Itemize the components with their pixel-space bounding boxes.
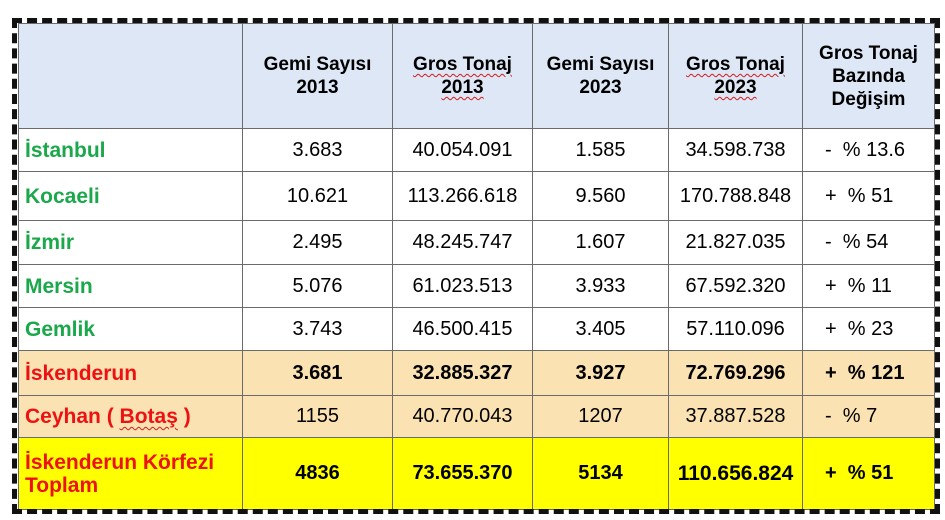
gros-2023-text: 110.656.824 xyxy=(677,461,794,485)
city-text: Ceyhan ( Botaş ) xyxy=(25,405,191,428)
header-row: Gemi Sayısı 2013 Gros Tonaj 2013 Gemi Sa… xyxy=(18,23,935,129)
gros-2013-cell: 40.770.043 xyxy=(392,395,533,438)
table-row-total: İskenderun Körfezi Toplam 4836 73.655.37… xyxy=(18,437,935,510)
table-row: Gemlik 3.743 46.500.415 3.405 57.110.096… xyxy=(18,307,935,351)
city-cell: İskenderun xyxy=(18,350,243,396)
table-frame: Gemi Sayısı 2013 Gros Tonaj 2013 Gemi Sa… xyxy=(12,18,940,514)
gros-2013-cell: 61.023.513 xyxy=(392,264,533,308)
gemi-2013-cell: 3.683 xyxy=(242,128,393,172)
gemi-2023-cell: 3.405 xyxy=(532,307,669,351)
header-gemi-2023: Gemi Sayısı 2023 xyxy=(532,23,669,129)
gemi-2013-cell: 2.495 xyxy=(242,220,393,265)
gros-2023-text: 170.788.848 xyxy=(679,184,792,207)
table-row: İstanbul 3.683 40.054.091 1.585 34.598.7… xyxy=(18,128,935,172)
city-cell: Ceyhan ( Botaş ) xyxy=(18,395,243,438)
gemi-2013-cell: 5.076 xyxy=(242,264,393,308)
header-change: Gros Tonaj Bazında Değişim xyxy=(802,23,935,129)
header-gros-2023: Gros Tonaj 2023 xyxy=(668,23,803,129)
header-gros-2023-text: Gros Tonaj 2023 xyxy=(686,54,785,98)
header-gemi-2013-text: Gemi Sayısı 2013 xyxy=(263,54,372,98)
gemi-2023-cell: 1207 xyxy=(532,395,669,438)
change-cell: + % 11 xyxy=(802,264,935,308)
gros-2013-cell: 73.655.370 xyxy=(392,437,533,510)
city-cell: Gemlik xyxy=(18,307,243,351)
gros-2013-cell: 46.500.415 xyxy=(392,307,533,351)
change-cell: + % 51 xyxy=(802,171,935,221)
header-gemi-2023-text: Gemi Sayısı 2023 xyxy=(546,54,655,98)
port-statistics-table: Gemi Sayısı 2013 Gros Tonaj 2013 Gemi Sa… xyxy=(18,23,935,510)
gros-2023-cell: 37.887.528 xyxy=(668,395,803,438)
gemi-2023-cell: 1.585 xyxy=(532,128,669,172)
change-cell: + % 121 xyxy=(802,350,935,396)
table-row: İzmir 2.495 48.245.747 1.607 21.827.035 … xyxy=(18,220,935,265)
gros-2023-cell: 57.110.096 xyxy=(668,307,803,351)
gros-2023-cell: 110.656.824 xyxy=(668,437,803,510)
gemi-2023-cell: 1.607 xyxy=(532,220,669,265)
header-gros-2013: Gros Tonaj 2013 xyxy=(392,23,533,129)
gros-2023-cell: 67.592.320 xyxy=(668,264,803,308)
gemi-2013-cell: 4836 xyxy=(242,437,393,510)
header-gemi-2013: Gemi Sayısı 2013 xyxy=(242,23,393,129)
gros-2013-cell: 48.245.747 xyxy=(392,220,533,265)
change-cell: + % 51 xyxy=(802,437,935,510)
table-row: İskenderun 3.681 32.885.327 3.927 72.769… xyxy=(18,350,935,396)
gemi-2023-cell: 3.927 xyxy=(532,350,669,396)
gemi-2023-cell: 3.933 xyxy=(532,264,669,308)
change-cell: - % 13.6 xyxy=(802,128,935,172)
city-cell: İzmir xyxy=(18,220,243,265)
city-text: İskenderun Körfezi Toplam xyxy=(25,450,215,497)
gros-2023-cell: 21.827.035 xyxy=(668,220,803,265)
city-cell: İstanbul xyxy=(18,128,243,172)
gros-2023-cell: 72.769.296 xyxy=(668,350,803,396)
gemi-2013-cell: 3.681 xyxy=(242,350,393,396)
gros-2013-cell: 113.266.618 xyxy=(392,171,533,221)
table-row: Kocaeli 10.621 113.266.618 9.560 170.788… xyxy=(18,171,935,221)
header-gros-2013-text: Gros Tonaj 2013 xyxy=(413,54,512,98)
gemi-2023-cell: 9.560 xyxy=(532,171,669,221)
gemi-2013-cell: 1155 xyxy=(242,395,393,438)
gros-2013-cell: 32.885.327 xyxy=(392,350,533,396)
botas-word: Botaş xyxy=(119,405,178,428)
table-row: Mersin 5.076 61.023.513 3.933 67.592.320… xyxy=(18,264,935,308)
gemi-2013-cell: 10.621 xyxy=(242,171,393,221)
change-cell: + % 23 xyxy=(802,307,935,351)
gros-2023-cell: 34.598.738 xyxy=(668,128,803,172)
city-cell: İskenderun Körfezi Toplam xyxy=(18,437,243,510)
gemi-2023-cell: 5134 xyxy=(532,437,669,510)
table-row: Ceyhan ( Botaş ) 1155 40.770.043 1207 37… xyxy=(18,395,935,438)
header-empty xyxy=(18,23,243,129)
city-cell: Kocaeli xyxy=(18,171,243,221)
gros-2013-cell: 40.054.091 xyxy=(392,128,533,172)
gros-2023-cell: 170.788.848 xyxy=(668,171,803,221)
change-cell: - % 7 xyxy=(802,395,935,438)
city-cell: Mersin xyxy=(18,264,243,308)
change-cell: - % 54 xyxy=(802,220,935,265)
gemi-2013-cell: 3.743 xyxy=(242,307,393,351)
header-change-text: Gros Tonaj Bazında Değişim xyxy=(819,42,918,110)
